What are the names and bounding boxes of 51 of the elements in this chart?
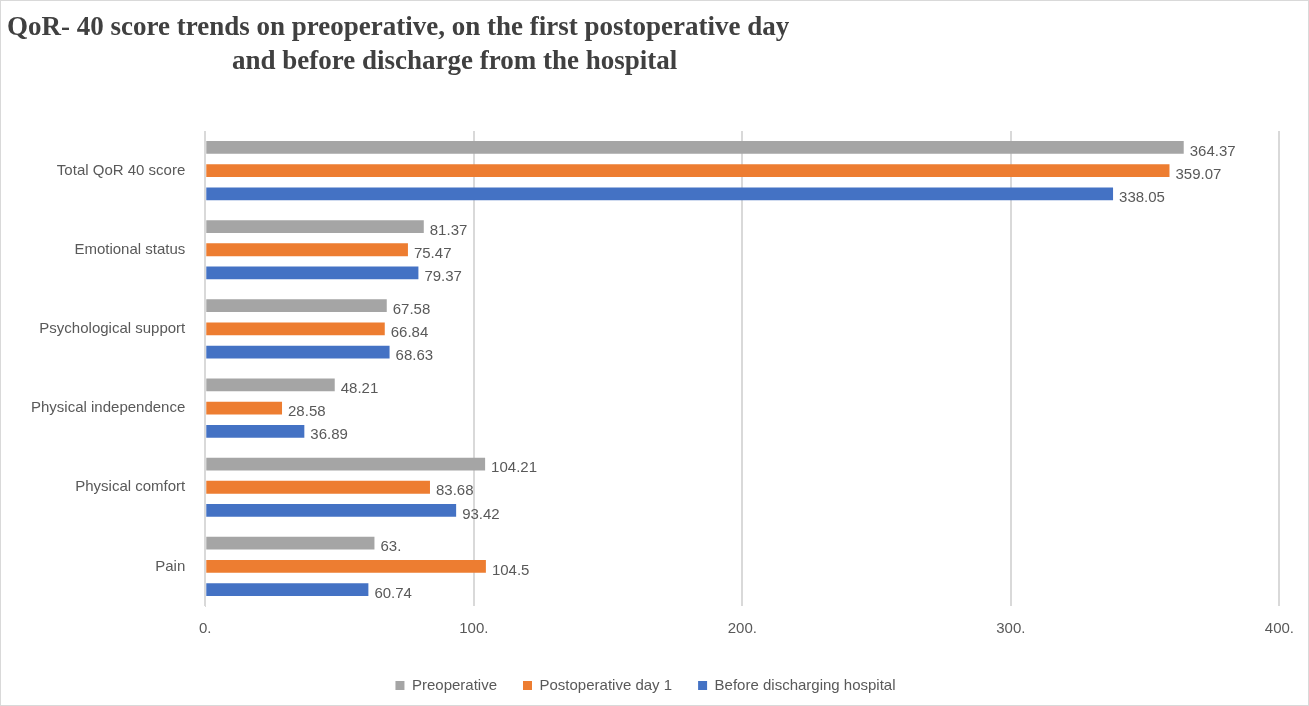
bar: [206, 583, 369, 597]
bar: [206, 220, 424, 233]
bar: [206, 322, 385, 336]
data-label: 67.58: [392, 299, 431, 317]
data-label: 66.84: [390, 323, 429, 341]
data-label: 75.47: [413, 243, 452, 261]
data-label: 81.37: [429, 220, 468, 238]
x-tick-label: 400.: [1264, 619, 1294, 637]
y-tick-label: Psychological support: [39, 319, 187, 337]
x-tick-label: 200.: [727, 619, 757, 637]
bar: [206, 187, 1114, 201]
bar: [206, 378, 335, 392]
legend-label: Postoperative day 1: [539, 675, 673, 693]
bar: [206, 424, 305, 438]
x-tick-label: 0.: [199, 619, 212, 637]
bar: [206, 345, 390, 359]
data-label: 83.68: [435, 481, 474, 499]
chart-title: QoR- 40 score trends on preoperative, on the first postoperative day and before discharge from the hospital: [7, 10, 790, 77]
y-tick-label: Emotional status: [74, 239, 186, 257]
y-tick-label: Total QoR 40 score: [56, 160, 186, 178]
bar: [206, 480, 430, 494]
data-label: 48.21: [340, 379, 379, 396]
bar: [206, 299, 387, 313]
data-label: 60.74: [374, 583, 412, 601]
bar: [206, 560, 486, 573]
data-label: 68.63: [395, 346, 434, 364]
y-tick-label: Physical comfort: [75, 477, 187, 495]
data-label: 36.89: [310, 425, 348, 443]
y-tick-label: Pain: [155, 556, 186, 574]
bar: [206, 243, 408, 257]
bar: [206, 457, 486, 471]
data-label: 359.07: [1175, 164, 1222, 182]
x-tick-label: 300.: [996, 619, 1026, 637]
data-label: 28.58: [288, 402, 326, 420]
data-label: 93.42: [462, 504, 500, 522]
data-label: 104.5: [491, 560, 530, 578]
data-label: 63.: [380, 537, 402, 555]
legend-label: Before discharging hospital: [714, 675, 896, 693]
bar: [206, 504, 457, 517]
bar: [206, 164, 1170, 177]
data-label: 104.21: [491, 458, 537, 476]
bar: [206, 536, 375, 550]
data-label: 364.37: [1189, 141, 1236, 159]
bar: [206, 401, 283, 415]
bar: [206, 266, 419, 280]
bar: [206, 140, 1184, 154]
data-label: 79.37: [424, 267, 462, 285]
data-label: 338.05: [1119, 187, 1165, 205]
x-tick-label: 100.: [459, 619, 489, 637]
legend-label: Preoperative: [411, 675, 498, 693]
y-tick-label: Physical independence: [31, 398, 186, 416]
